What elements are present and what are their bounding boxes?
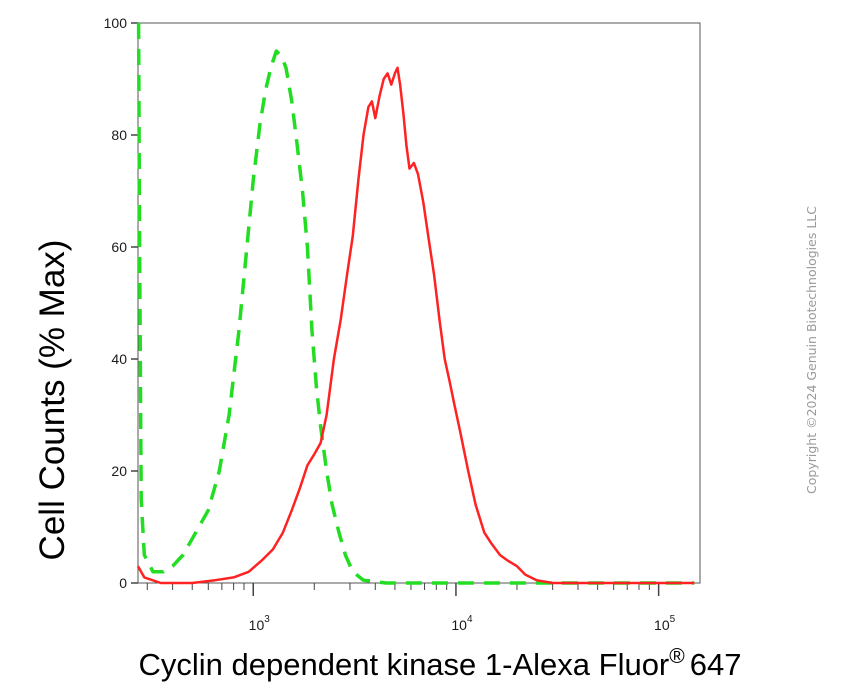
x-axis-title: Cyclin dependent kinase 1-Alexa Fluor® 64…	[139, 645, 742, 682]
x-tick-label: 104	[451, 614, 473, 633]
x-axis-title-registered-mark: ®	[669, 645, 685, 668]
x-tick-label-base: 10	[249, 617, 265, 633]
x-tick-label-exponent: 5	[670, 614, 676, 625]
x-tick-label-exponent: 3	[264, 614, 270, 625]
x-tick-label-exponent: 4	[467, 614, 473, 625]
y-tick-label: 0	[119, 575, 127, 591]
plot-frame	[137, 22, 701, 584]
x-tick-label-base: 10	[451, 617, 467, 633]
y-axis-title: Cell Counts (% Max)	[33, 240, 72, 561]
y-tick-label: 100	[104, 15, 128, 31]
x-axis-title-suffix: 647	[690, 647, 742, 682]
control-histogram-line	[136, 22, 695, 585]
x-tick-label: 105	[654, 614, 676, 633]
x-tick-label: 103	[249, 614, 271, 633]
y-tick-label: 20	[111, 463, 127, 479]
sample-histogram-line	[136, 66, 695, 585]
x-tick-label-base: 10	[654, 617, 670, 633]
y-tick-label: 60	[111, 239, 127, 255]
x-axis-title-main: Cyclin dependent kinase 1-Alexa Fluor	[139, 647, 670, 682]
y-tick-label: 40	[111, 351, 127, 367]
y-tick-label: 80	[111, 127, 127, 143]
copyright-watermark: Copyright ©2024 Genuin Biotechnologies L…	[804, 206, 819, 494]
